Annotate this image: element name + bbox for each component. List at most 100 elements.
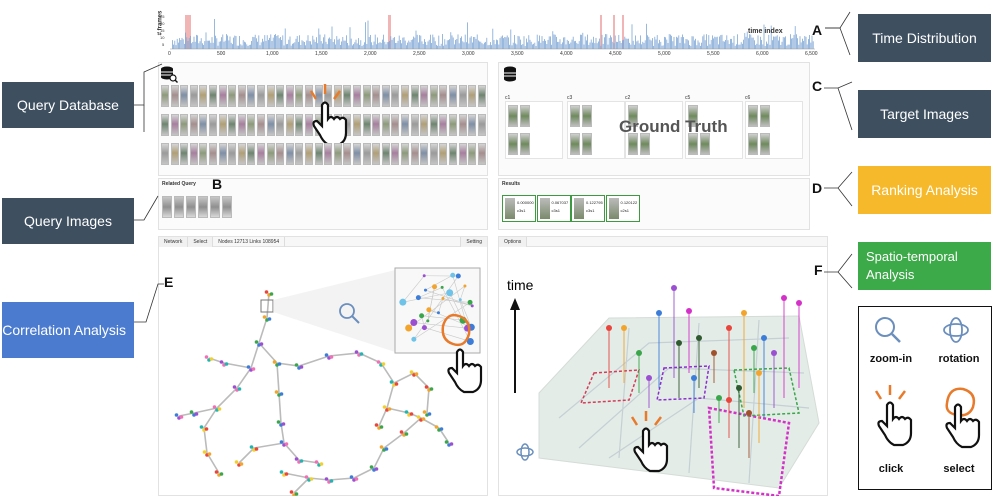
query-thumbnail[interactable] (189, 143, 198, 165)
related-query-image[interactable] (174, 196, 184, 218)
query-thumbnail[interactable] (180, 114, 189, 136)
tab-setting[interactable]: Setting (460, 236, 487, 247)
query-thumbnail[interactable] (199, 143, 208, 165)
query-thumbnail[interactable] (420, 114, 429, 136)
target-thumbnail[interactable] (748, 133, 758, 155)
query-thumbnail[interactable] (199, 114, 208, 136)
related-query-image[interactable] (186, 196, 196, 218)
query-thumbnail[interactable] (228, 143, 237, 165)
query-thumbnail[interactable] (276, 85, 285, 107)
target-thumbnail[interactable] (520, 105, 530, 127)
query-thumbnail[interactable] (449, 143, 457, 165)
query-thumbnail[interactable] (209, 143, 217, 165)
target-thumbnail[interactable] (700, 133, 710, 155)
query-thumbnail[interactable] (372, 114, 381, 136)
query-thumbnail[interactable] (295, 85, 304, 107)
query-thumbnail[interactable] (458, 85, 467, 107)
target-thumbnail[interactable] (570, 105, 580, 127)
query-thumbnail[interactable] (381, 114, 390, 136)
query-thumbnail[interactable] (257, 143, 265, 165)
spatio-temporal-3d-view[interactable] (499, 248, 829, 496)
result-card[interactable]: 0.067037 c3s1 (536, 195, 571, 222)
query-thumbnail[interactable] (247, 143, 256, 165)
query-thumbnail[interactable] (343, 85, 352, 107)
query-thumbnail[interactable] (189, 114, 198, 136)
query-thumbnail[interactable] (295, 114, 304, 136)
target-thumbnail[interactable] (628, 133, 638, 155)
query-thumbnail[interactable] (161, 114, 169, 136)
query-thumbnail[interactable] (285, 143, 294, 165)
query-thumbnail[interactable] (247, 114, 256, 136)
query-thumbnail[interactable] (429, 143, 438, 165)
query-thumbnail[interactable] (477, 85, 486, 107)
target-thumbnail[interactable] (508, 105, 518, 127)
query-thumbnail[interactable] (343, 143, 352, 165)
query-thumbnail[interactable] (449, 85, 457, 107)
query-thumbnail[interactable] (429, 85, 438, 107)
query-thumbnail[interactable] (285, 114, 294, 136)
query-thumbnail[interactable] (209, 85, 217, 107)
query-thumbnail[interactable] (305, 85, 313, 107)
query-thumbnail[interactable] (218, 85, 227, 107)
query-thumbnail[interactable] (285, 85, 294, 107)
query-thumbnail[interactable] (381, 143, 390, 165)
tab-network[interactable]: Network (159, 236, 189, 247)
query-thumbnail[interactable] (468, 143, 477, 165)
query-thumbnail[interactable] (257, 85, 265, 107)
query-thumbnail[interactable] (362, 143, 371, 165)
query-thumbnail[interactable] (410, 114, 419, 136)
query-thumbnail[interactable] (410, 85, 419, 107)
target-thumbnail[interactable] (760, 105, 770, 127)
query-thumbnail[interactable] (420, 143, 429, 165)
target-thumbnail[interactable] (748, 105, 758, 127)
query-thumbnail[interactable] (362, 85, 371, 107)
query-thumbnail[interactable] (237, 85, 246, 107)
target-thumbnail[interactable] (640, 133, 650, 155)
query-thumbnail[interactable] (362, 114, 371, 136)
target-thumbnail[interactable] (688, 105, 698, 127)
query-thumbnail[interactable] (458, 114, 467, 136)
query-thumbnail[interactable] (266, 85, 275, 107)
target-thumbnail[interactable] (760, 133, 770, 155)
query-thumbnail[interactable] (276, 143, 285, 165)
query-thumbnail[interactable] (266, 114, 275, 136)
target-thumbnail[interactable] (570, 133, 580, 155)
query-thumbnail[interactable] (439, 143, 448, 165)
query-thumbnail[interactable] (305, 114, 313, 136)
query-thumbnail[interactable] (391, 85, 400, 107)
query-thumbnail[interactable] (401, 85, 409, 107)
related-query-image[interactable] (162, 196, 172, 218)
query-thumbnail[interactable] (391, 143, 400, 165)
tab-select[interactable]: Select (188, 236, 214, 247)
query-thumbnail[interactable] (276, 114, 285, 136)
query-thumbnail[interactable] (468, 114, 477, 136)
query-thumbnail[interactable] (199, 85, 208, 107)
query-thumbnail[interactable] (401, 143, 409, 165)
query-thumbnail[interactable] (391, 114, 400, 136)
query-thumbnail[interactable] (324, 143, 333, 165)
query-thumbnail[interactable] (449, 114, 457, 136)
query-thumbnail[interactable] (228, 114, 237, 136)
query-thumbnail[interactable] (353, 85, 361, 107)
correlation-network-graph[interactable] (159, 248, 489, 496)
time-distribution-histogram[interactable] (150, 8, 820, 58)
query-thumbnail[interactable] (189, 85, 198, 107)
target-thumbnail[interactable] (508, 133, 518, 155)
result-card[interactable]: 0.120122 c2s1 (605, 195, 640, 222)
query-thumbnail[interactable] (401, 114, 409, 136)
query-thumbnail[interactable] (381, 85, 390, 107)
query-thumbnail[interactable] (228, 85, 237, 107)
query-thumbnail[interactable] (295, 143, 304, 165)
query-thumbnail[interactable] (458, 143, 467, 165)
query-thumbnail[interactable] (237, 143, 246, 165)
result-card[interactable]: 0.122795 c3s1 (571, 195, 605, 222)
query-thumbnail[interactable] (353, 114, 361, 136)
target-thumbnail[interactable] (520, 133, 530, 155)
query-thumbnail[interactable] (209, 114, 217, 136)
query-thumbnail[interactable] (266, 143, 275, 165)
query-thumbnail[interactable] (180, 85, 189, 107)
query-thumbnail[interactable] (372, 85, 381, 107)
query-thumbnail[interactable] (180, 143, 189, 165)
query-thumbnail[interactable] (439, 85, 448, 107)
query-thumbnail[interactable] (305, 143, 313, 165)
